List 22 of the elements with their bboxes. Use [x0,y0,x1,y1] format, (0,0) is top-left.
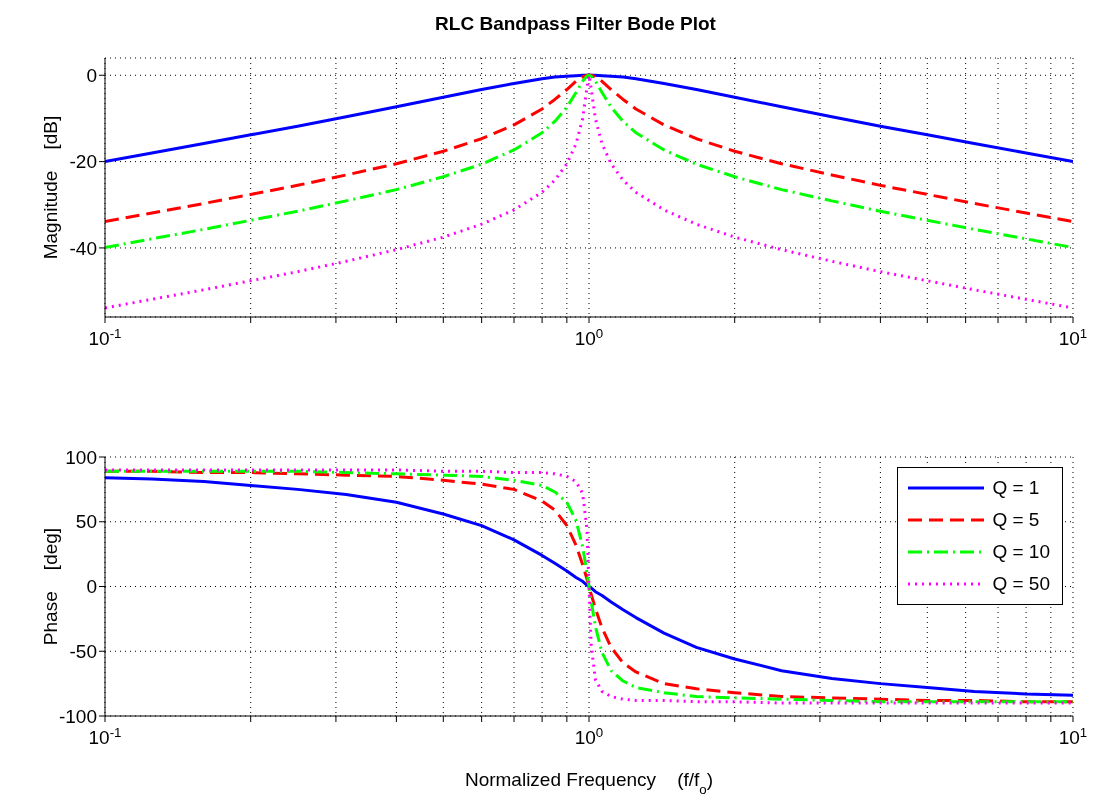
y-tick-label: -50 [69,640,97,662]
x-axis-title: Normalized Frequency (f/f$_{o}$) [464,769,714,797]
legend-label: Q = 10 [992,541,1050,563]
y-axis-title: Phase [deg] [40,527,61,646]
x-tick-label: 10$^{1}$ [1058,325,1088,349]
legend-label: Q = 5 [992,509,1040,531]
x-tick-label: 10$^{-1}$ [88,724,122,748]
y-tick-label: 0 [86,65,97,87]
x-tick-label: 10$^{0}$ [574,724,604,748]
y-axis-title: Magnitude [dB] [40,115,61,260]
y-tick-label: -40 [69,237,97,259]
legend-label: Q = 50 [992,573,1050,595]
y-tick-label: -100 [58,705,97,727]
y-tick-label: -20 [69,151,97,173]
y-tick-label: 50 [75,511,97,533]
x-tick-label: 10$^{0}$ [574,325,604,349]
legend-label: Q = 1 [992,477,1040,499]
y-tick-label: 0 [86,576,97,598]
chart-title: RLC Bandpass Filter Bode Plot [434,12,717,36]
x-tick-label: 10$^{-1}$ [88,325,122,349]
x-tick-label: 10$^{1}$ [1058,724,1088,748]
y-tick-label: 100 [65,446,97,468]
